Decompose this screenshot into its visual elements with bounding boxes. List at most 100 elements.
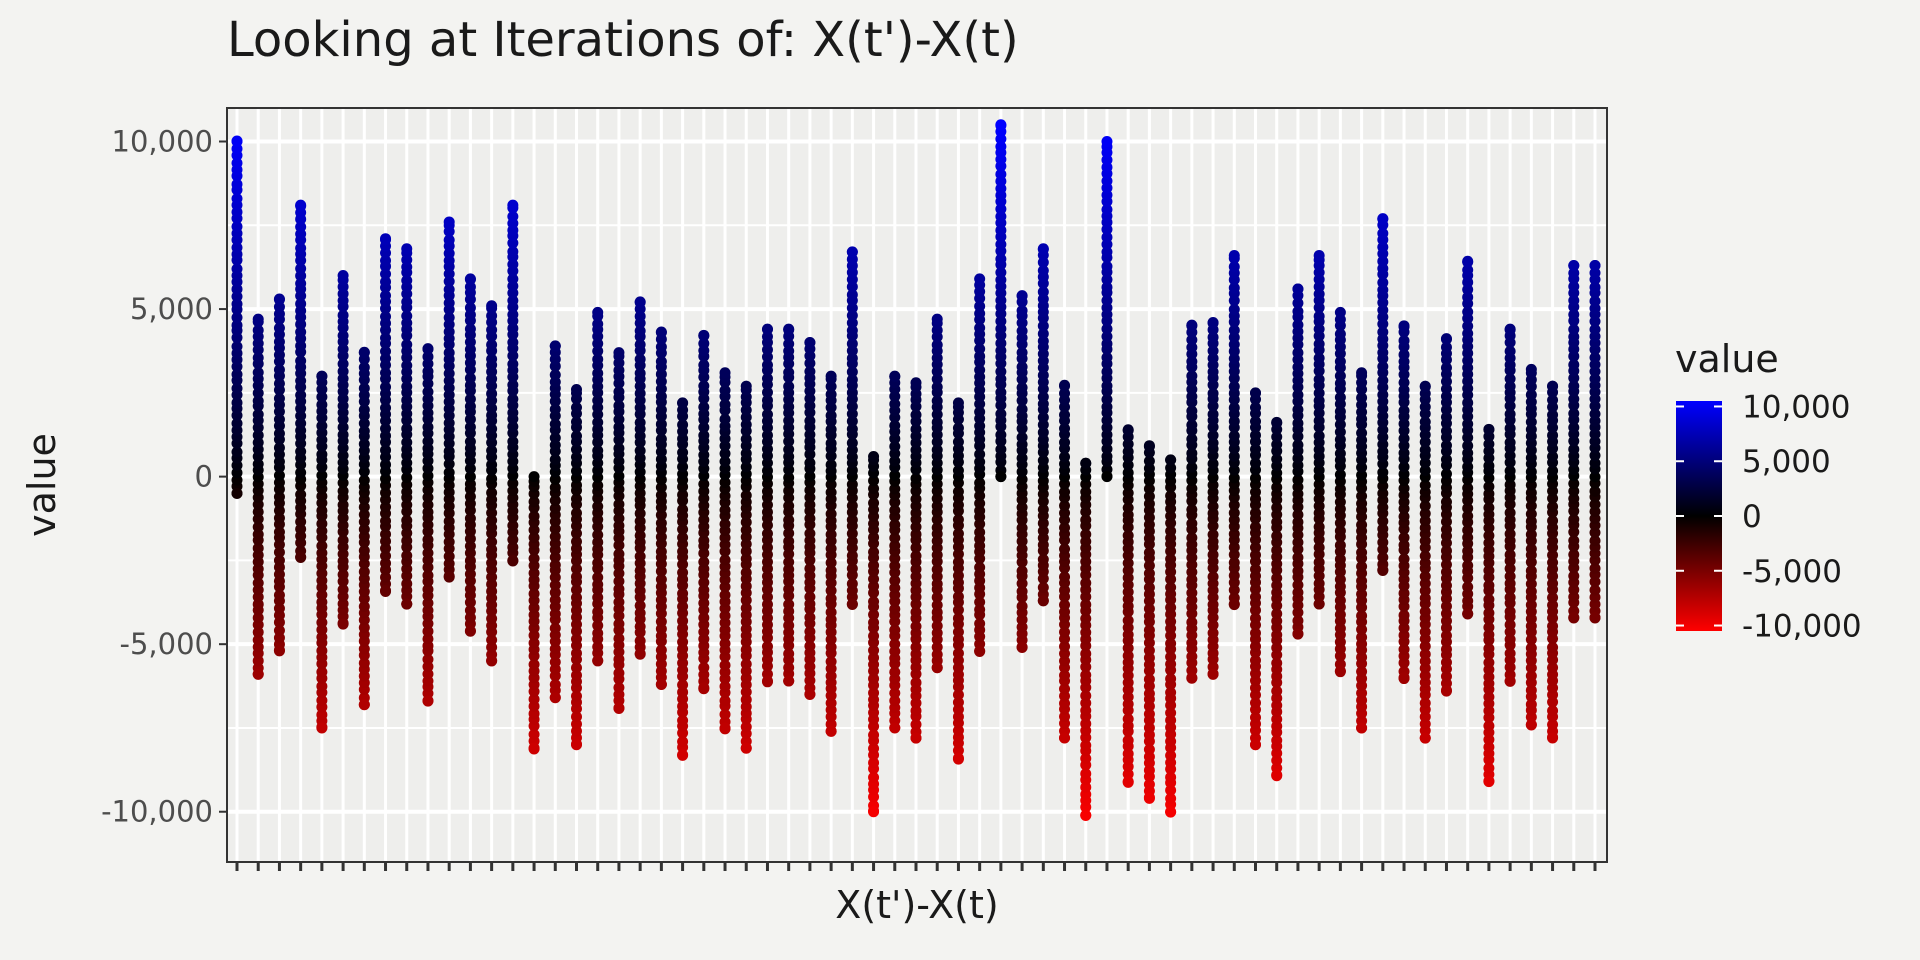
- data-point: [273, 322, 285, 334]
- data-point: [910, 377, 922, 389]
- data-point: [422, 625, 434, 637]
- data-point: [464, 372, 476, 384]
- data-point: [1356, 631, 1368, 643]
- data-point: [698, 576, 710, 588]
- data-point: [825, 437, 837, 449]
- data-point: [358, 501, 370, 513]
- data-point: [252, 626, 264, 638]
- data-point: [549, 531, 561, 543]
- data-point: [761, 675, 773, 687]
- data-point: [1462, 320, 1474, 332]
- data-point: [528, 510, 540, 522]
- data-point: [1568, 611, 1580, 623]
- data-point: [1271, 657, 1283, 669]
- data-point: [1356, 490, 1368, 502]
- data-point: [401, 360, 413, 372]
- data-point: [1037, 553, 1049, 565]
- data-point: [1101, 380, 1113, 392]
- data-point: [1568, 393, 1580, 405]
- data-point: [252, 577, 264, 589]
- data-point: [1101, 323, 1113, 335]
- data-point: [719, 384, 731, 396]
- data-point: [358, 347, 370, 359]
- data-point: [380, 268, 392, 280]
- data-point: [698, 338, 710, 350]
- data-point: [868, 497, 880, 509]
- data-point: [443, 283, 455, 295]
- data-point: [1122, 713, 1134, 725]
- data-point: [1419, 479, 1431, 491]
- data-point: [846, 550, 858, 562]
- data-point: [401, 394, 413, 406]
- data-point: [337, 534, 349, 546]
- data-point: [613, 347, 625, 359]
- data-point: [422, 569, 434, 581]
- data-point: [443, 216, 455, 228]
- series-column: [1016, 290, 1028, 654]
- data-point: [1419, 444, 1431, 456]
- data-point: [507, 358, 519, 370]
- data-point: [1037, 391, 1049, 403]
- data-point: [1271, 481, 1283, 493]
- data-point: [825, 370, 837, 382]
- data-point: [1250, 402, 1261, 414]
- series-column: [528, 471, 540, 755]
- series-column: [231, 135, 243, 499]
- data-point: [592, 655, 604, 667]
- data-point: [316, 540, 328, 552]
- data-point: [719, 695, 731, 707]
- data-point: [1186, 461, 1198, 473]
- data-point: [1525, 642, 1537, 654]
- data-point: [1356, 666, 1368, 678]
- data-point: [380, 332, 392, 344]
- data-point: [592, 500, 604, 512]
- data-point: [952, 647, 964, 659]
- data-point: [1271, 417, 1283, 429]
- data-point: [761, 386, 773, 398]
- data-point: [634, 515, 646, 527]
- data-point: [273, 645, 285, 657]
- data-point: [1250, 443, 1261, 455]
- data-point: [719, 638, 731, 650]
- data-point: [486, 557, 498, 569]
- data-point: [1059, 571, 1071, 583]
- data-point: [1334, 539, 1346, 551]
- data-point: [231, 242, 243, 254]
- data-point: [1356, 392, 1368, 404]
- data-point: [252, 612, 264, 624]
- data-point: [1356, 624, 1368, 636]
- data-point: [783, 472, 795, 484]
- data-point: [1313, 373, 1325, 385]
- data-point: [571, 430, 582, 442]
- data-point: [889, 575, 901, 587]
- data-point: [380, 528, 392, 540]
- legend-label: 0: [1742, 499, 1762, 535]
- data-point: [1313, 387, 1325, 399]
- data-point: [1292, 305, 1304, 317]
- data-point: [571, 451, 582, 463]
- series-column: [252, 313, 264, 680]
- data-point: [1377, 213, 1389, 225]
- data-point: [1228, 402, 1240, 414]
- data-point: [868, 609, 880, 621]
- data-point: [1122, 615, 1134, 627]
- data-point: [655, 678, 667, 690]
- data-point: [273, 293, 285, 305]
- data-point: [825, 725, 837, 737]
- series-column: [1568, 260, 1580, 624]
- data-point: [1101, 450, 1113, 462]
- data-point: [719, 455, 731, 467]
- data-point: [1589, 324, 1601, 336]
- data-point: [1334, 665, 1346, 677]
- data-point: [528, 588, 540, 600]
- data-point: [337, 330, 349, 342]
- series-column: [910, 377, 922, 744]
- data-point: [613, 667, 625, 679]
- data-point: [952, 397, 964, 409]
- data-point: [549, 418, 561, 430]
- data-point: [825, 479, 837, 491]
- data-point: [380, 515, 392, 527]
- data-point: [1228, 249, 1240, 261]
- data-point: [486, 487, 498, 499]
- data-point: [1250, 415, 1261, 427]
